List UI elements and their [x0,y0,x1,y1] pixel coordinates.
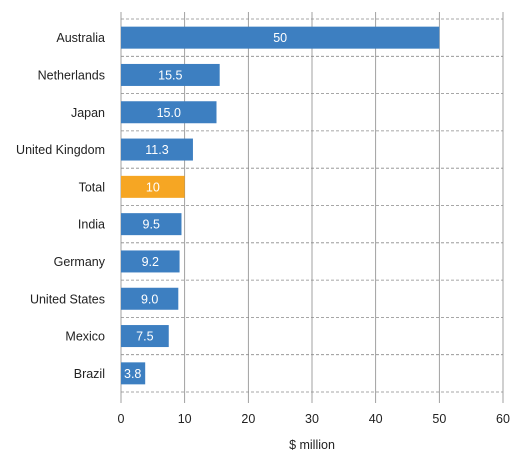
category-label: United States [30,292,105,306]
category-label: Brazil [74,367,105,381]
bar-australia [121,26,440,49]
category-label: United Kingdom [16,143,105,157]
category-label: Germany [54,255,106,269]
x-tick-label: 20 [241,412,255,426]
data-label: 3.8 [124,367,141,381]
x-tick-label: 30 [305,412,319,426]
data-label: 11.3 [145,143,168,157]
data-label: 15.5 [158,68,182,82]
bar-total [121,175,185,198]
data-label: 10 [146,180,160,194]
x-tick-label: 40 [369,412,383,426]
data-label: 9.5 [143,218,160,232]
x-tick-label: 60 [496,412,510,426]
bar-japan [121,101,217,124]
bars [121,26,440,385]
category-label: Total [79,180,105,194]
data-label: 9.2 [142,255,159,269]
data-label: 15.0 [157,106,181,120]
x-tick-label: 0 [118,412,125,426]
category-label: Australia [56,31,105,45]
x-axis-title: $ million [289,438,335,452]
bar-germany [121,250,180,273]
category-label: India [78,218,105,232]
x-tick-label: 50 [432,412,446,426]
bar-mexico [121,325,169,348]
category-label: Mexico [65,330,105,344]
bar-united-kingdom [121,138,193,161]
data-label: 7.5 [136,330,153,344]
bar-india [121,213,182,236]
x-tick-label: 10 [178,412,192,426]
category-label: Japan [71,106,105,120]
labels: 0 10 20 30 40 50 60 Australia 50 Netherlands 15.5 J… [16,31,510,426]
category-label: Netherlands [38,68,105,82]
bar-brazil [121,362,146,385]
data-label: 9.0 [141,292,158,306]
bar-united-states [121,287,179,310]
bar-netherlands [121,63,220,86]
data-label: 50 [273,31,287,45]
grid [120,12,504,403]
